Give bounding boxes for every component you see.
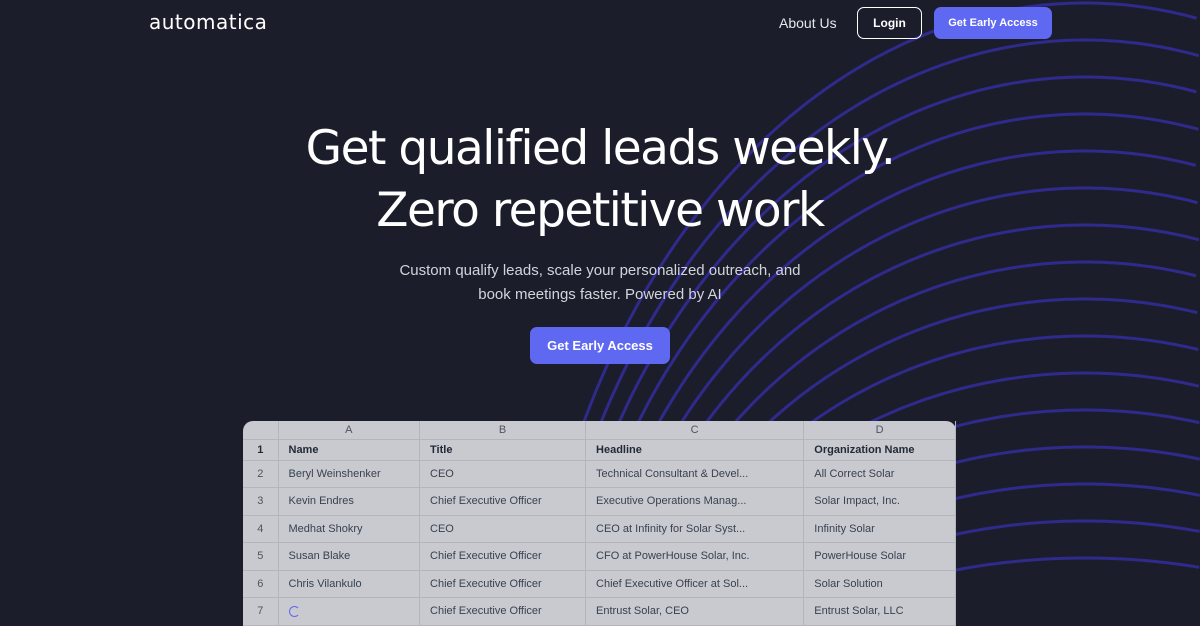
table-cell[interactable]: Chief Executive Officer at Sol... (585, 570, 805, 598)
table-row: 3 Kevin Endres Chief Executive Officer Exec… (243, 487, 956, 516)
table-cell[interactable]: Chief Executive Officer (419, 570, 587, 598)
table-row: 4 Medhat Shokry CEO CEO at Infinity for Sol… (243, 515, 956, 543)
column-letter[interactable]: D (803, 421, 956, 440)
row-number: 7 (243, 597, 279, 626)
table-cell[interactable]: Susan Blake (278, 542, 421, 571)
table-cell[interactable]: CEO (419, 515, 587, 543)
table-row: 7 Chief Executive Officer Entrust Solar, C… (243, 597, 956, 626)
table-cell[interactable] (278, 597, 421, 626)
leads-table: A B C D 1 Name Title Headline Organization Name 2… (243, 421, 956, 626)
corner-cell (243, 421, 279, 440)
table-row: 6 Chris Vilankulo Chief Executive Officer C… (243, 570, 956, 598)
row-number: 6 (243, 570, 279, 598)
header-cell[interactable]: Name (278, 439, 421, 461)
column-letter[interactable]: C (585, 421, 805, 440)
about-us-link[interactable]: About Us (779, 15, 837, 31)
header-cell[interactable]: Organization Name (803, 439, 956, 461)
login-button[interactable]: Login (857, 7, 922, 39)
table-cell[interactable]: All Correct Solar (803, 460, 956, 488)
header-cell[interactable]: Headline (585, 439, 805, 461)
table-cell[interactable]: Chief Executive Officer (419, 487, 587, 516)
table-cell[interactable]: Chief Executive Officer (419, 597, 587, 626)
spreadsheet-preview: A B C D 1 Name Title Headline Organization Name 2… (243, 421, 956, 626)
subtitle-line-1: Custom qualify leads, scale your persona… (399, 262, 801, 279)
loading-spinner-icon (288, 605, 300, 617)
table-cell[interactable]: Chris Vilankulo (278, 570, 421, 598)
table-row: 2 Beryl Weinshenker CEO Technical Consultan… (243, 460, 956, 488)
subtitle-line-2: book meetings faster. Powered by AI (478, 286, 722, 303)
hero-title-line-1: Get qualified leads weekly. (305, 121, 896, 176)
table-cell[interactable]: Medhat Shokry (278, 515, 421, 543)
table-cell[interactable]: Executive Operations Manag... (585, 487, 805, 516)
table-cell[interactable]: Entrust Solar, CEO (585, 597, 805, 626)
table-cell[interactable]: Entrust Solar, LLC (803, 597, 956, 626)
hero-title: Get qualified leads weekly. Zero repetit… (0, 118, 1200, 242)
row-number: 5 (243, 542, 279, 571)
column-letter[interactable]: B (419, 421, 587, 440)
table-cell[interactable]: PowerHouse Solar (803, 542, 956, 571)
header-cell[interactable]: Title (419, 439, 587, 461)
table-cell[interactable]: Kevin Endres (278, 487, 421, 516)
column-letter[interactable]: A (278, 421, 421, 440)
top-nav: automatica About Us Login Get Early Acce… (0, 0, 1200, 46)
logo[interactable]: automatica (149, 10, 268, 34)
table-row: 5 Susan Blake Chief Executive Officer CFO a… (243, 542, 956, 571)
table-cell[interactable]: CEO (419, 460, 587, 488)
table-cell[interactable]: CEO at Infinity for Solar Syst... (585, 515, 805, 543)
get-early-access-hero-button[interactable]: Get Early Access (530, 327, 670, 364)
table-cell[interactable]: Beryl Weinshenker (278, 460, 421, 488)
hero-subtitle: Custom qualify leads, scale your persona… (0, 259, 1200, 307)
header-row: 1 Name Title Headline Organization Name (243, 439, 956, 461)
row-number: 3 (243, 487, 279, 516)
table-cell[interactable]: Solar Impact, Inc. (803, 487, 956, 516)
get-early-access-nav-button[interactable]: Get Early Access (934, 7, 1052, 39)
table-cell[interactable]: Solar Solution (803, 570, 956, 598)
row-number: 2 (243, 460, 279, 488)
table-cell[interactable]: Infinity Solar (803, 515, 956, 543)
hero-title-line-2: Zero repetitive work (376, 183, 825, 238)
row-number: 1 (243, 439, 279, 461)
table-cell[interactable]: Technical Consultant & Devel... (585, 460, 805, 488)
table-cell[interactable]: CFO at PowerHouse Solar, Inc. (585, 542, 805, 571)
row-number: 4 (243, 515, 279, 543)
table-cell[interactable]: Chief Executive Officer (419, 542, 587, 571)
